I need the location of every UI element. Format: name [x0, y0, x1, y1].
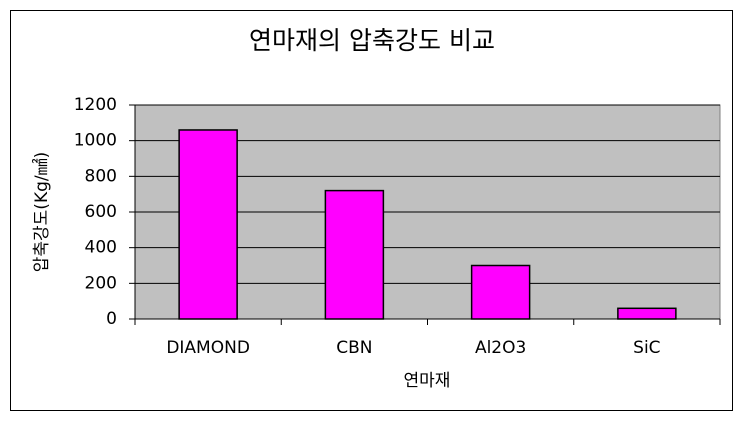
bar [470, 264, 531, 320]
y-tick-label: 800 [85, 166, 117, 186]
bar [178, 129, 238, 320]
x-tick-label: CBN [336, 338, 372, 358]
x-axis-label: 연마재 [404, 371, 451, 391]
x-tick-label: SiC [633, 338, 660, 358]
y-tick-label: 400 [85, 238, 117, 258]
x-tick-label: Al2O3 [475, 338, 526, 358]
bar [324, 189, 385, 320]
x-tick-label: DIAMOND [166, 338, 250, 358]
bar [617, 307, 677, 320]
y-tick-label: 600 [85, 202, 117, 222]
y-axis-label: 압축강도(Kg/㎟) [32, 152, 52, 273]
y-tick-label: 1000 [74, 131, 117, 151]
chart-title: 연마재의 압축강도 비교 [249, 26, 495, 55]
y-tick-label: 200 [85, 273, 117, 293]
y-tick-label: 0 [106, 309, 117, 329]
y-tick-label: 1200 [74, 95, 117, 115]
